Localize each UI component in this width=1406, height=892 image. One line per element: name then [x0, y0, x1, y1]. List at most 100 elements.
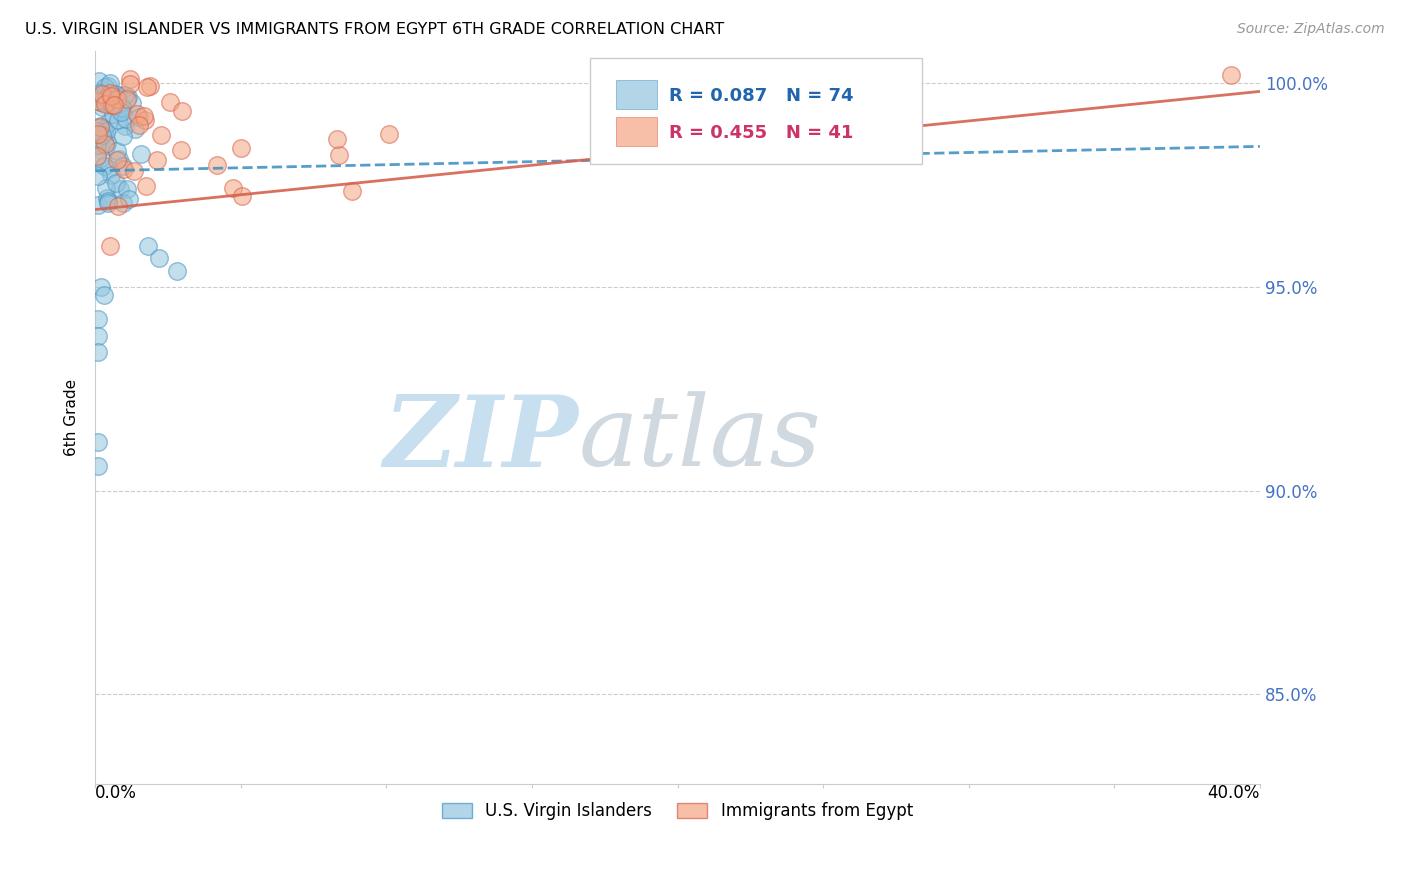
- Text: Source: ZipAtlas.com: Source: ZipAtlas.com: [1237, 22, 1385, 37]
- Point: [101, 97, 124, 112]
- Point: [97, 79, 120, 94]
- Point: [170, 143, 193, 157]
- Point: [229, 141, 252, 155]
- Point: [96, 136, 118, 151]
- Point: [94, 80, 117, 95]
- FancyBboxPatch shape: [616, 80, 657, 110]
- Point: [170, 103, 193, 118]
- Point: [87, 131, 110, 145]
- Point: [89, 74, 111, 88]
- Point: [87, 120, 110, 135]
- FancyBboxPatch shape: [616, 117, 657, 146]
- Text: U.S. VIRGIN ISLANDER VS IMMIGRANTS FROM EGYPT 6TH GRADE CORRELATION CHART: U.S. VIRGIN ISLANDER VS IMMIGRANTS FROM …: [25, 22, 724, 37]
- Text: ZIP: ZIP: [384, 391, 578, 487]
- Point: [205, 158, 228, 172]
- Point: [87, 345, 110, 359]
- Point: [105, 177, 128, 191]
- Point: [87, 312, 110, 326]
- Point: [150, 128, 173, 142]
- Point: [87, 459, 110, 474]
- Point: [118, 192, 141, 206]
- Point: [326, 131, 349, 145]
- Text: R = 0.087   N = 74: R = 0.087 N = 74: [669, 87, 853, 105]
- Point: [94, 95, 117, 110]
- Point: [93, 134, 115, 148]
- Point: [222, 180, 245, 194]
- Point: [128, 110, 150, 124]
- Point: [97, 196, 120, 211]
- Point: [117, 90, 139, 104]
- Point: [96, 124, 118, 138]
- Text: R = 0.455   N = 41: R = 0.455 N = 41: [669, 124, 853, 142]
- Text: atlas: atlas: [578, 392, 821, 487]
- Point: [129, 147, 152, 161]
- Point: [105, 153, 128, 168]
- Point: [90, 280, 112, 294]
- Point: [342, 184, 364, 198]
- Point: [115, 182, 138, 196]
- Point: [108, 182, 131, 196]
- Point: [128, 118, 150, 132]
- Point: [87, 328, 110, 343]
- Point: [89, 132, 111, 146]
- Point: [89, 120, 111, 135]
- Point: [87, 169, 110, 184]
- Legend: U.S. Virgin Islanders, Immigrants from Egypt: U.S. Virgin Islanders, Immigrants from E…: [436, 796, 920, 827]
- Point: [111, 102, 134, 116]
- Point: [148, 252, 170, 266]
- Point: [91, 87, 114, 101]
- Point: [110, 105, 132, 120]
- Point: [112, 160, 135, 174]
- Point: [86, 149, 108, 163]
- Point: [93, 136, 115, 151]
- Point: [89, 120, 111, 134]
- Point: [93, 159, 115, 173]
- Point: [105, 144, 128, 158]
- Point: [97, 194, 120, 208]
- Text: 0.0%: 0.0%: [96, 784, 136, 802]
- Point: [91, 90, 114, 104]
- Point: [98, 115, 121, 129]
- Point: [159, 95, 181, 110]
- Point: [107, 112, 129, 127]
- Point: [378, 127, 401, 141]
- Point: [90, 90, 112, 104]
- Point: [91, 128, 114, 142]
- Point: [87, 434, 110, 449]
- Point: [139, 78, 162, 93]
- Point: [90, 152, 112, 166]
- Point: [114, 87, 136, 102]
- Point: [1219, 68, 1241, 82]
- Point: [94, 97, 117, 112]
- Point: [87, 127, 110, 141]
- Point: [134, 112, 156, 127]
- Point: [90, 87, 112, 102]
- Point: [110, 101, 132, 115]
- Point: [86, 94, 108, 108]
- Point: [87, 197, 110, 211]
- Point: [328, 148, 350, 162]
- Point: [100, 96, 122, 111]
- Point: [112, 196, 135, 211]
- Point: [121, 96, 143, 111]
- Point: [114, 120, 136, 134]
- Point: [96, 191, 118, 205]
- Point: [166, 263, 188, 277]
- Point: [101, 107, 124, 121]
- FancyBboxPatch shape: [591, 58, 922, 164]
- Point: [136, 80, 159, 95]
- Point: [120, 72, 142, 87]
- Point: [104, 87, 127, 101]
- Point: [93, 122, 115, 136]
- Point: [86, 138, 108, 153]
- Point: [96, 91, 118, 105]
- Point: [93, 288, 115, 302]
- Point: [98, 239, 121, 253]
- Point: [98, 76, 121, 90]
- Y-axis label: 6th Grade: 6th Grade: [65, 378, 79, 456]
- Point: [146, 153, 169, 167]
- Point: [115, 112, 138, 126]
- Point: [89, 87, 111, 101]
- Point: [115, 93, 138, 107]
- Point: [124, 122, 146, 136]
